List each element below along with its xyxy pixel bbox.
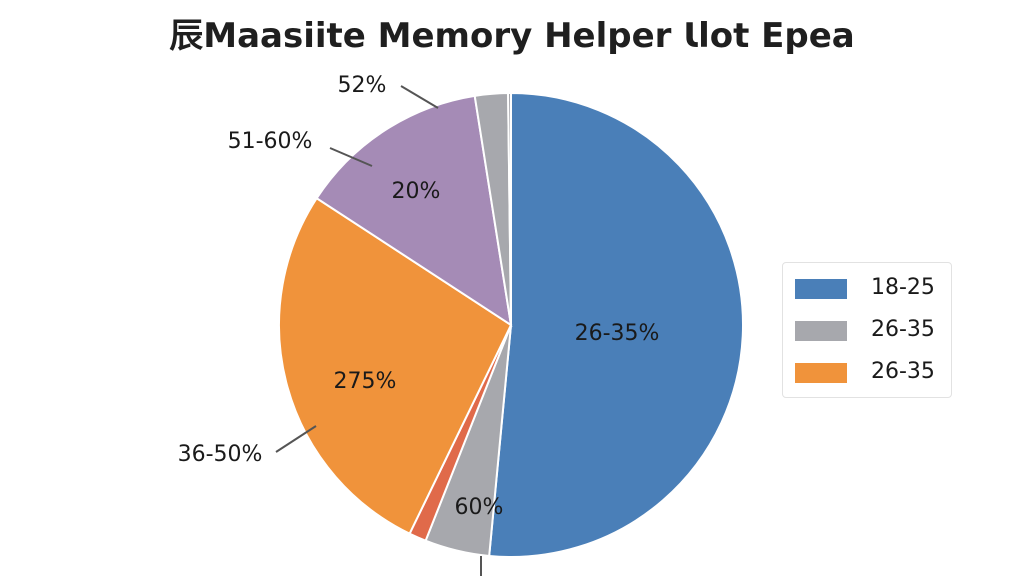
legend-swatch — [795, 279, 847, 299]
leader-line — [275, 425, 317, 453]
leader-line — [329, 147, 373, 167]
slice-outer-label: 51-60% — [228, 129, 313, 154]
pie-labels: 26-35% 60% 275% 36-50% 20% 51-60% 52% — [178, 73, 660, 576]
pie-slice — [507, 91, 512, 326]
slice-outer-label: 52% — [338, 73, 387, 98]
pie-slice — [278, 196, 513, 535]
chart-title: ⾠Maasiite Memory Helper Ɩlot Epea — [169, 16, 855, 56]
slice-outer-label: 36-50% — [178, 442, 263, 467]
pie-slices — [278, 91, 745, 558]
slice-inner-label: 20% — [392, 179, 441, 204]
slice-inner-label: 60% — [455, 495, 504, 520]
pie-slice — [488, 91, 745, 558]
slice-inner-label: 275% — [334, 369, 397, 394]
legend-label: 26-35 — [871, 359, 935, 384]
legend-item: 26-35 — [783, 355, 953, 391]
legend-item: 26-35 — [783, 313, 953, 349]
legend-item: 18-25 — [783, 271, 953, 307]
legend-label: 18-25 — [871, 275, 935, 300]
legend-swatch — [795, 363, 847, 383]
legend: 18-25 26-35 26-35 — [782, 262, 952, 398]
legend-label: 26-35 — [871, 317, 935, 342]
leader-line — [400, 85, 439, 109]
legend-swatch — [795, 321, 847, 341]
pie-slice — [315, 94, 513, 328]
slice-inner-label: 26-35% — [575, 321, 660, 346]
